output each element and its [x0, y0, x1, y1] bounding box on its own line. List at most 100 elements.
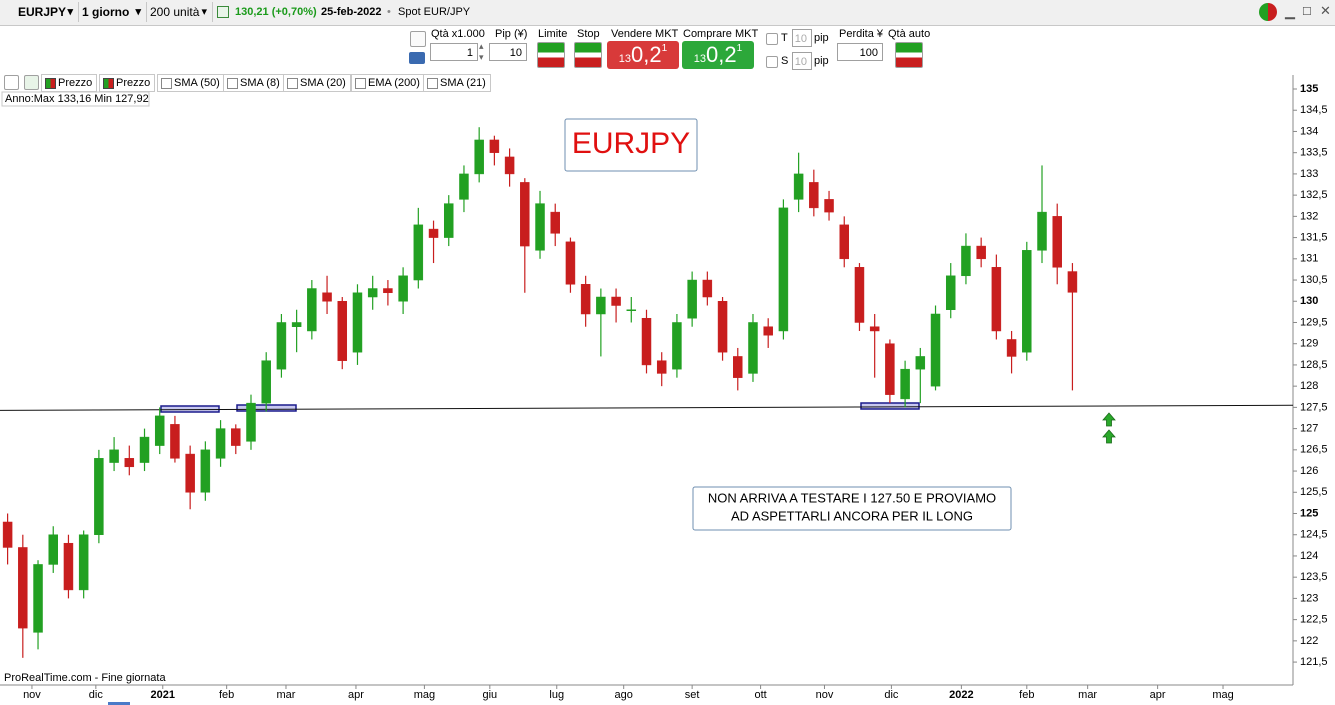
auto-qty-button[interactable]: [895, 42, 923, 68]
minimize[interactable]: ▁: [1285, 4, 1295, 19]
timeframe-select[interactable]: 1 giorno: [78, 2, 147, 22]
y-tick-label: 126,5: [1300, 444, 1328, 456]
candle-body: [459, 173, 469, 200]
qty-label: Qtà x1.000: [431, 28, 485, 40]
buy-icon[interactable]: [24, 75, 39, 90]
settings-button[interactable]: [410, 31, 426, 47]
x-tick-label: lug: [549, 689, 564, 701]
candle-body: [428, 228, 439, 238]
annotation: NON ARRIVA A TESTARE I 127.50 E PROVIAMO: [708, 490, 996, 505]
candle-body: [1067, 271, 1078, 293]
candle-body: [793, 173, 804, 200]
limit-button[interactable]: [537, 42, 565, 68]
candle-body: [656, 360, 667, 374]
x-tick-label: feb: [1019, 689, 1034, 701]
candle-body: [596, 296, 606, 315]
checkbox[interactable]: [766, 56, 778, 68]
indicator-toggle[interactable]: EMA (200): [351, 74, 425, 92]
candle-body: [945, 275, 956, 310]
candle-body: [2, 521, 13, 548]
candle-body: [778, 207, 789, 332]
y-tick-label: 134,5: [1300, 104, 1328, 116]
indicator-toggle[interactable]: Prezzo: [41, 74, 98, 92]
date: 25-feb-2022: [321, 6, 382, 18]
y-tick-label: 126: [1300, 465, 1318, 477]
y-tick-label: 124: [1300, 550, 1318, 562]
sell-button[interactable]: 130,21: [607, 41, 679, 69]
price-sup: 1: [661, 43, 668, 54]
candle-body: [733, 356, 743, 378]
candle-body: [824, 199, 834, 213]
candle-body: [48, 534, 58, 565]
pip-input[interactable]: 10: [489, 43, 527, 61]
t-label: T: [781, 32, 788, 44]
year-range: Anno:Max 133,16 Min 127,92: [5, 93, 149, 105]
candle-body: [352, 292, 363, 353]
x-tick-label: mag: [414, 689, 435, 701]
refresh-icon[interactable]: [1259, 3, 1277, 21]
candle-body: [641, 317, 652, 366]
y-tick-label: 121,5: [1300, 656, 1328, 668]
zone-box: [160, 405, 220, 413]
candle-body: [109, 449, 119, 463]
indicator-toggle[interactable]: SMA (8): [223, 74, 285, 92]
y-tick-label: 130,5: [1300, 274, 1328, 286]
indicator-toggle[interactable]: Prezzo: [99, 74, 156, 92]
candle-body: [33, 564, 43, 633]
auto-qty-label: Qtà auto: [888, 28, 931, 40]
candle-body: [702, 279, 713, 298]
buy-button[interactable]: 130,21: [682, 41, 754, 69]
close[interactable]: ✕: [1320, 3, 1331, 18]
indicator-toggle[interactable]: SMA (21): [423, 74, 491, 92]
units-select[interactable]: 200 unità: [146, 2, 213, 22]
stop-button[interactable]: [574, 42, 602, 68]
candle-body: [1052, 216, 1062, 268]
market: Spot EUR/JPY: [398, 6, 471, 18]
x-tick-label: ago: [615, 689, 633, 701]
spinner[interactable]: ▴ ▾: [479, 41, 484, 62]
candle-body: [611, 296, 621, 306]
y-tick-label: 122: [1300, 635, 1318, 647]
keyboard-icon[interactable]: [409, 52, 425, 64]
price-main: 0,2: [706, 42, 737, 67]
stop-label: Stop: [577, 28, 600, 40]
qty-input[interactable]: 1: [430, 43, 478, 61]
t-input[interactable]: 10: [792, 29, 812, 47]
x-tick-label: mar: [1078, 689, 1097, 701]
sell-icon[interactable]: [4, 75, 19, 90]
x-tick-label: nov: [816, 689, 834, 701]
bullet: •: [387, 6, 391, 18]
maximize[interactable]: ☐: [1302, 6, 1312, 18]
x-tick-label: dic: [89, 689, 104, 701]
candle-body: [580, 284, 591, 315]
checkbox[interactable]: [766, 33, 778, 45]
loss-input[interactable]: 100: [837, 43, 883, 61]
y-tick-label: 123: [1300, 592, 1318, 604]
x-tick-label: mag: [1212, 689, 1233, 701]
title-box: [564, 118, 698, 172]
price-prefix: 13: [618, 53, 632, 65]
candle-body: [443, 203, 454, 238]
candle-body: [261, 360, 271, 404]
y-tick-label: 128,5: [1300, 359, 1328, 371]
y-tick-label: 133: [1300, 168, 1318, 180]
candle-body: [809, 182, 819, 209]
y-tick-label: 135: [1300, 83, 1318, 95]
candle-body: [535, 203, 545, 251]
candle-body: [915, 356, 926, 370]
instrument-select[interactable]: EURJPY: [14, 2, 79, 22]
loss-label: Perdita ¥: [839, 28, 884, 40]
indicator-toggle[interactable]: SMA (20): [283, 74, 351, 92]
candle-body: [124, 458, 135, 468]
year-range-box: [1, 91, 150, 107]
indicator-toggle[interactable]: SMA (50): [157, 74, 225, 92]
footer: ProRealTime.com - Fine giornata: [4, 672, 166, 684]
zone-box: [860, 402, 920, 410]
candle-body: [322, 292, 332, 302]
s-input[interactable]: 10: [792, 52, 812, 70]
candle-body: [139, 436, 150, 463]
candle-body: [78, 534, 89, 591]
order-bar: Qtà x1.000 1 ▴ ▾ Pip (¥) 10 Limite Stop V…: [0, 26, 1335, 71]
candle-body: [231, 428, 241, 446]
candle-body: [930, 313, 941, 387]
